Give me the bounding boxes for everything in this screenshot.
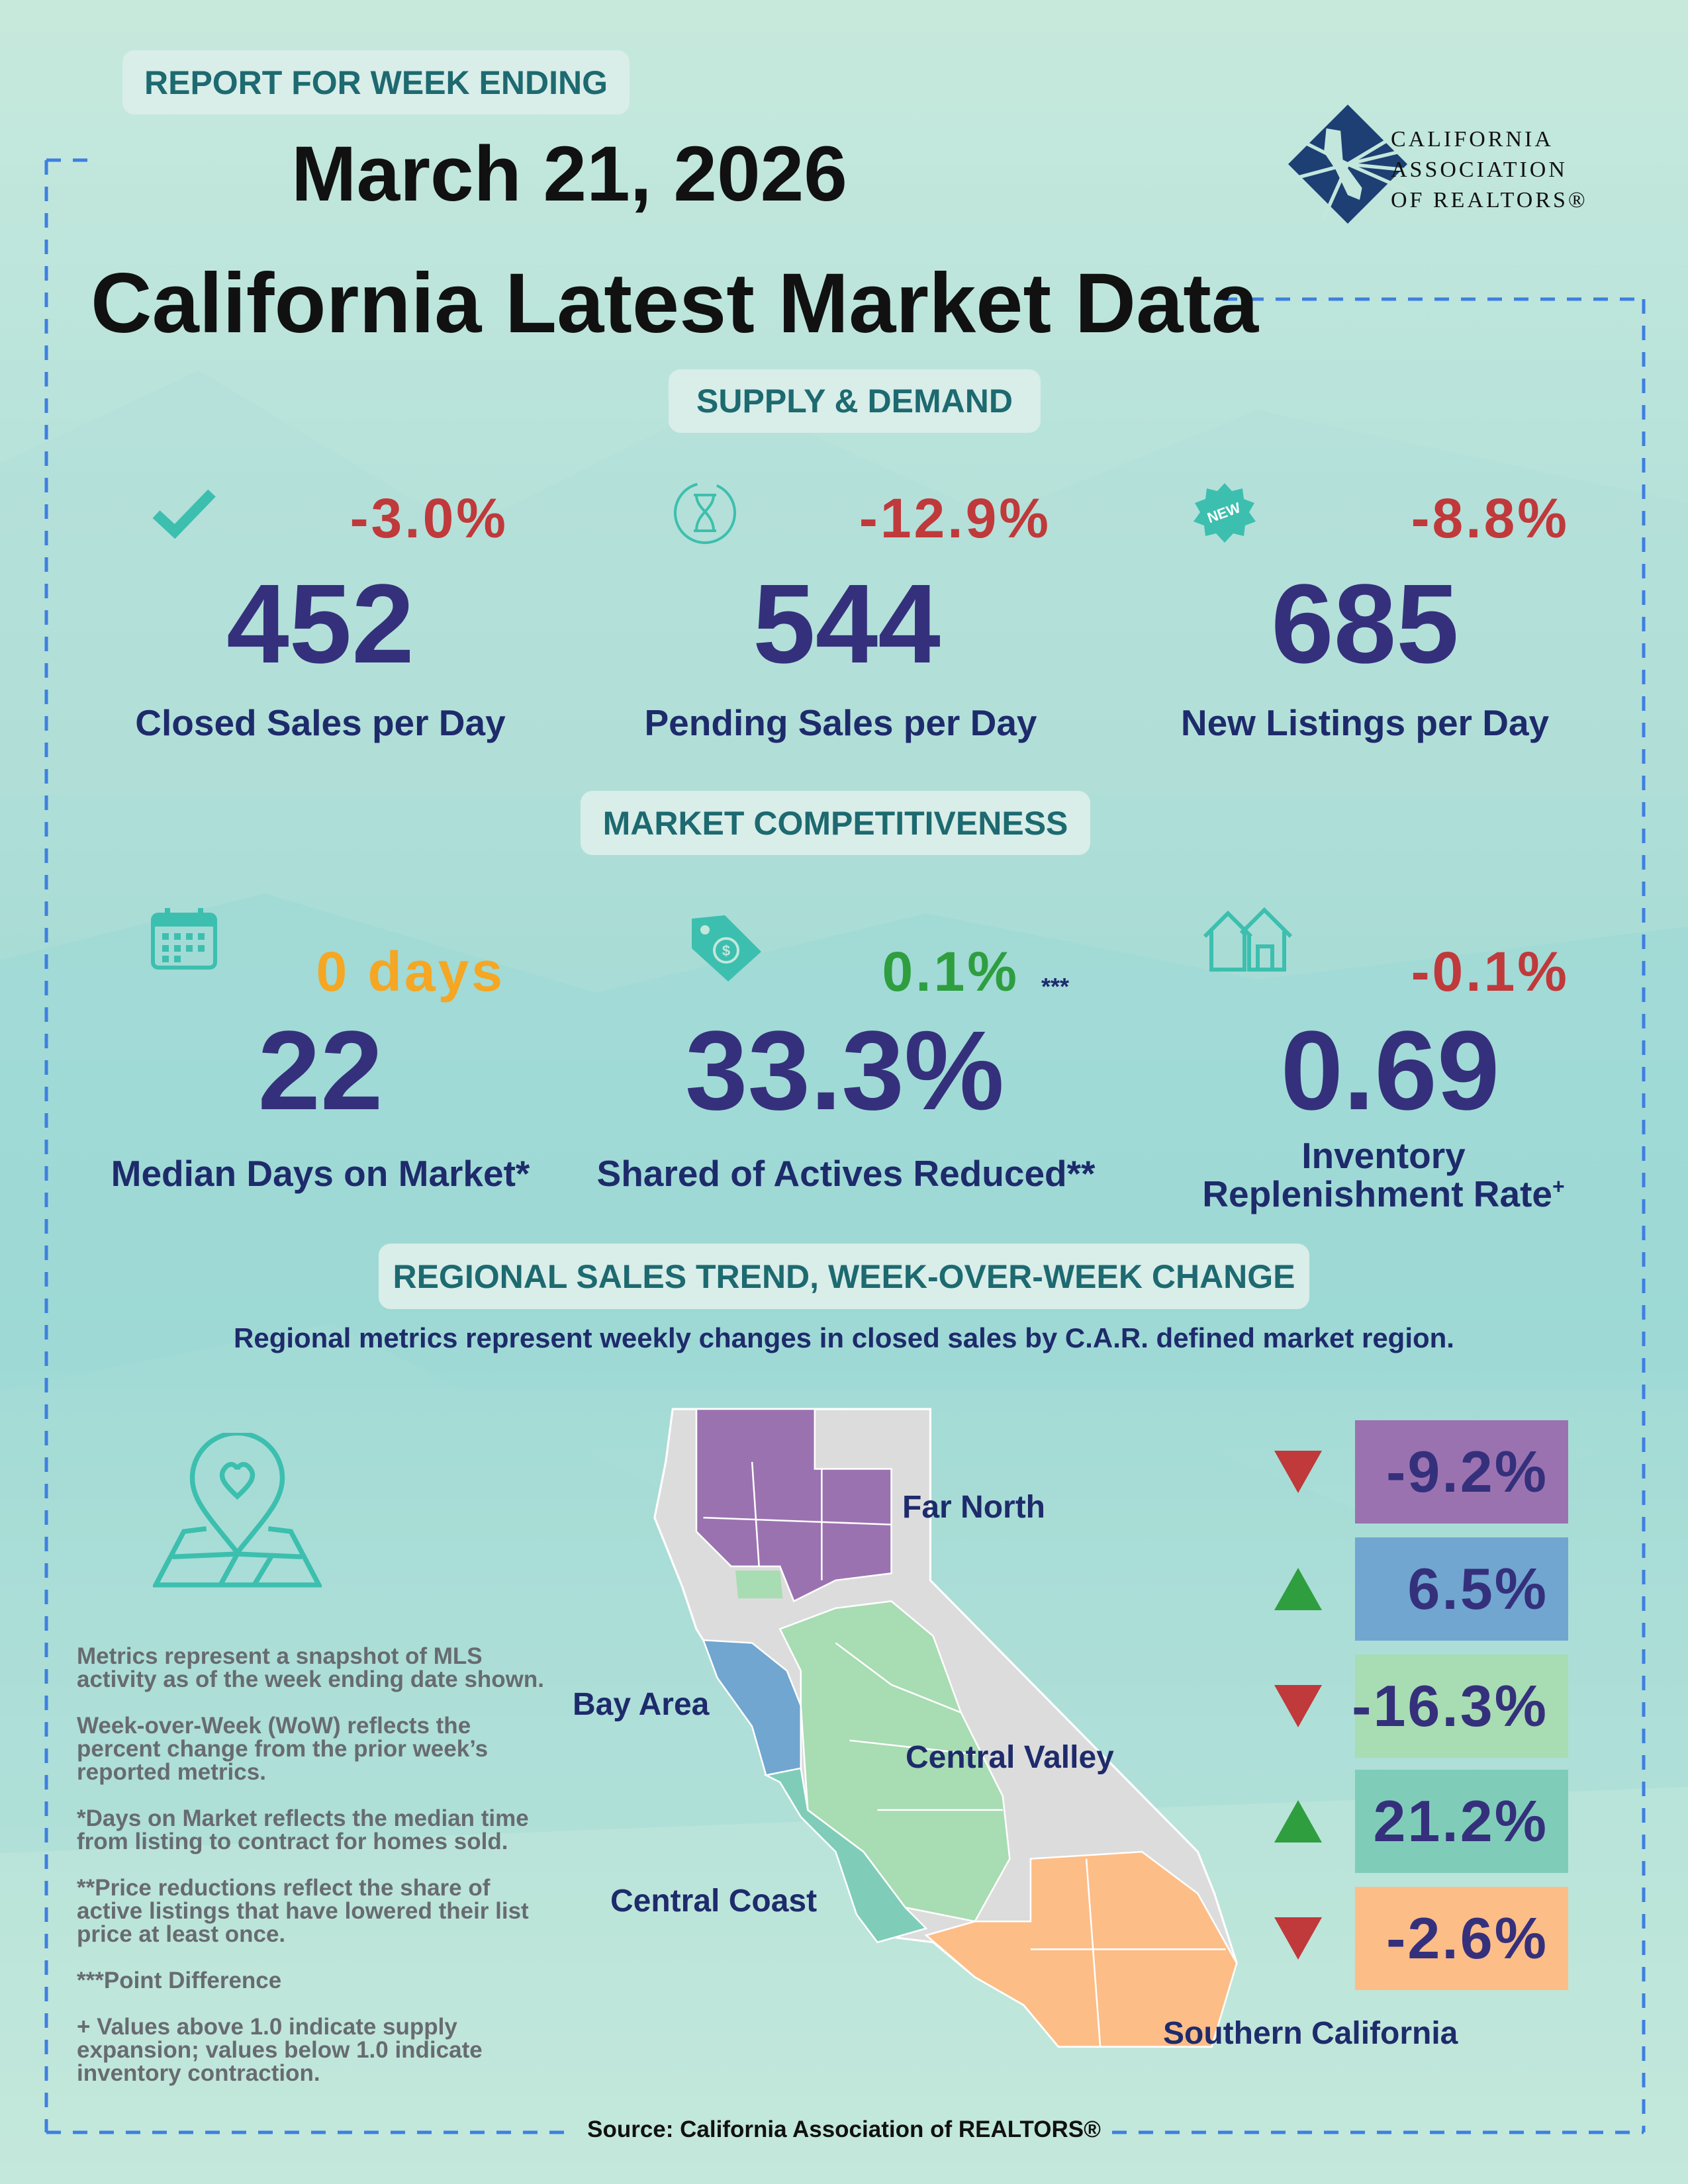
- region-label-bay-area: Bay Area: [573, 1687, 710, 1722]
- days-on-market-value: 22: [258, 1008, 383, 1134]
- footnote: Metrics represent a snapshot of MLS acti…: [77, 1643, 544, 1692]
- report-date: March 21, 2026: [291, 130, 847, 218]
- days-on-market-change: 0 days: [316, 940, 505, 1003]
- region-central-valley: [778, 1600, 1011, 1923]
- supply-demand-heading: SUPPLY & DEMAND: [669, 369, 1041, 433]
- logo-line: OF REALTORS®: [1391, 187, 1588, 212]
- days-on-market-label: Median Days on Market*: [111, 1153, 530, 1194]
- footnote: **Price reductions reflect the share of …: [77, 1875, 529, 1947]
- competitiveness-heading: MARKET COMPETITIVENESS: [581, 791, 1090, 855]
- closed-sales-change: -3.0%: [350, 487, 508, 549]
- replenishment-change: -0.1%: [1411, 940, 1570, 1003]
- region-label-central-coast: Central Coast: [610, 1884, 818, 1919]
- hourglass-icon: [674, 482, 736, 544]
- map-heart-pin-icon: [153, 1433, 322, 1588]
- new-listings-label: New Listings per Day: [1180, 702, 1550, 743]
- down-triangle-icon: [1274, 1917, 1322, 1960]
- page-title: California Latest Market Data: [91, 256, 1259, 351]
- up-triangle-icon: [1274, 1800, 1322, 1843]
- price-tag-icon: $: [692, 915, 761, 981]
- region-label-central-valley: Central Valley: [906, 1740, 1114, 1775]
- new-badge-icon: NEW: [1194, 483, 1256, 543]
- closed-sales-label: Closed Sales per Day: [135, 702, 506, 743]
- up-triangle-icon: [1274, 1568, 1322, 1610]
- region-change-box: -9.2%: [1355, 1420, 1568, 1524]
- report-week-label: REPORT FOR WEEK ENDING: [122, 50, 630, 114]
- region-change-box: 6.5%: [1355, 1537, 1568, 1641]
- down-triangle-icon: [1274, 1451, 1322, 1493]
- houses-icon: [1203, 907, 1293, 972]
- small-green-patch: [735, 1570, 783, 1599]
- pending-sales-value: 544: [753, 561, 941, 687]
- replenishment-label-sup: +: [1552, 1174, 1565, 1199]
- footnote: + Values above 1.0 indicate supply expan…: [77, 2014, 483, 2086]
- car-logo: CALIFORNIA ASSOCIATION OF REALTORS®: [1288, 105, 1593, 224]
- down-triangle-icon: [1274, 1685, 1322, 1727]
- region-change-box: -2.6%: [1355, 1887, 1568, 1990]
- region-label-southern-california: Southern California: [1163, 2016, 1458, 2051]
- footnotes: Metrics represent a snapshot of MLS acti…: [77, 1645, 553, 2108]
- svg-text:$: $: [722, 942, 730, 959]
- actives-reduced-value: 33.3%: [684, 1008, 1005, 1134]
- county-lines: [703, 1461, 1226, 2047]
- pending-sales-change: -12.9%: [859, 487, 1051, 549]
- pending-sales-label: Pending Sales per Day: [644, 702, 1037, 743]
- logo-line: CALIFORNIA: [1391, 127, 1554, 152]
- checkmark-icon: [152, 489, 216, 539]
- new-listings-value: 685: [1271, 561, 1459, 687]
- region-label-far-north: Far North: [902, 1490, 1045, 1525]
- source-credit: Source: California Association of REALTO…: [587, 2116, 1101, 2142]
- region-change-box: 21.2%: [1355, 1770, 1568, 1873]
- footnote: Week-over-Week (WoW) reflects the percen…: [77, 1713, 489, 1785]
- region-change-box: -16.3%: [1352, 1655, 1568, 1758]
- footnote: ***Point Difference: [77, 1968, 282, 1993]
- footnote: *Days on Market reflects the median time…: [77, 1805, 529, 1854]
- closed-sales-value: 452: [226, 561, 414, 687]
- regional-heading: REGIONAL SALES TREND, WEEK-OVER-WEEK CHA…: [379, 1244, 1309, 1309]
- new-listings-change: -8.8%: [1411, 487, 1570, 549]
- region-far-north: [695, 1408, 892, 1603]
- actives-reduced-label: Shared of Actives Reduced**: [596, 1153, 1096, 1194]
- replenishment-label-line2: Replenishment Rate: [1202, 1173, 1553, 1214]
- region-central-coast: [763, 1767, 928, 1944]
- regional-subtitle: Regional metrics represent weekly change…: [234, 1322, 1454, 1353]
- calendar-icon: [151, 908, 217, 970]
- actives-reduced-change: 0.1%: [882, 940, 1019, 1003]
- replenishment-value: 0.69: [1280, 1008, 1500, 1134]
- car-logo-mark-icon: [1288, 105, 1407, 224]
- logo-line: ASSOCIATION: [1391, 157, 1568, 182]
- replenishment-label: Inventory Replenishment Rate+: [1086, 1135, 1681, 1214]
- point-difference-note: ***: [1041, 973, 1070, 1000]
- replenishment-label-line1: Inventory: [1301, 1135, 1466, 1176]
